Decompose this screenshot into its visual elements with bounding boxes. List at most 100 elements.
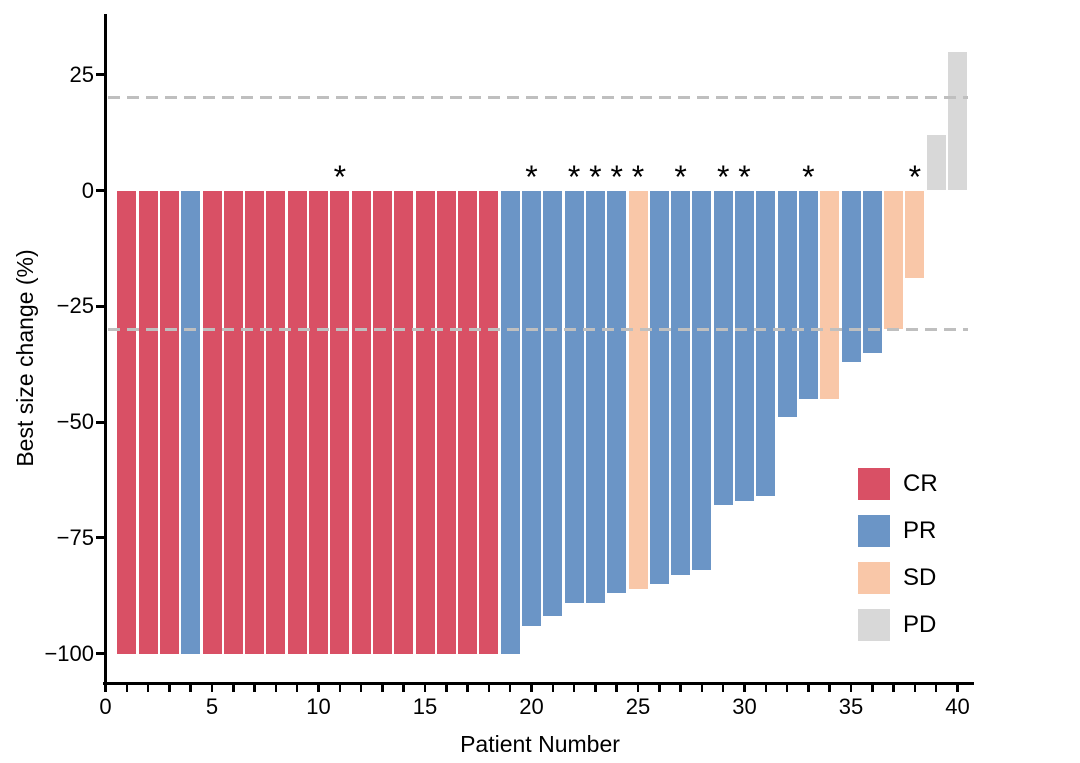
asterisk-patient-20: * [525,159,538,195]
y-tick [96,536,104,540]
bar-patient-13 [372,190,392,654]
bar-patient-14 [394,190,414,654]
x-tick-label: 10 [306,694,331,719]
y-tick-label: −25 [56,293,94,319]
bar-patient-37 [884,190,904,330]
bar-patient-30 [735,190,754,501]
bar-patient-28 [692,190,712,571]
x-tick [658,685,661,692]
x-tick [317,685,320,692]
asterisk-patient-23: * [589,159,602,195]
x-tick [828,685,831,692]
x-tick [508,685,512,692]
bar-patient-9 [287,190,307,654]
bar-patient-17 [458,190,478,654]
x-tick [743,685,746,692]
bar-patient-4 [181,190,201,654]
x-tick [807,685,810,692]
asterisk-patient-33: * [802,159,815,195]
x-tick [700,685,704,692]
x-tick [849,685,853,692]
x-tick [764,685,768,692]
x-tick-label: 0 [99,694,112,719]
x-tick [168,685,171,692]
x-tick [295,685,299,692]
bar-patient-15 [415,190,435,654]
x-tick-label: 15 [412,694,438,719]
bar-patient-7 [245,190,265,654]
bar-patient-3 [159,190,179,654]
asterisk-patient-11: * [333,159,347,195]
y-tick [96,420,104,424]
bar-patient-38 [905,190,925,279]
bar-patient-1 [117,190,137,654]
x-tick [466,685,469,692]
x-tick [359,685,363,692]
bar-patient-24 [607,190,627,594]
bar-patient-34 [820,190,840,399]
y-tick-label: −50 [56,409,94,434]
x-tick-label: 5 [205,694,219,719]
legend-label-cr: CR [903,470,938,497]
asterisk-patient-29: * [716,159,730,195]
x-tick [913,685,917,692]
x-tick [338,685,342,692]
y-tick-label: −100 [44,640,94,666]
x-tick-label: 35 [838,694,864,719]
reference-line-upper [108,96,968,100]
x-tick [892,685,895,692]
x-tick [530,685,533,692]
x-tick [636,685,640,692]
x-tick-label: 40 [945,694,970,719]
x-tick [274,685,278,692]
bar-patient-18 [479,190,499,654]
legend-swatch-sd [858,562,890,594]
x-tick [125,685,129,692]
bar-patient-39 [926,134,946,191]
legend-label-sd: SD [903,564,937,591]
x-tick [402,685,405,692]
x-tick [104,685,107,692]
bar-patient-16 [436,190,456,654]
x-tick-label: 20 [519,694,544,719]
bar-patient-40 [948,51,967,191]
bar-patient-10 [309,190,328,654]
x-tick [934,685,938,692]
y-tick-label: 25 [69,61,94,87]
x-axis-line [103,682,974,685]
x-tick-label: 30 [732,694,757,719]
bar-patient-21 [543,190,563,617]
bar-patient-8 [266,190,286,654]
x-tick [572,685,576,692]
bar-patient-19 [500,190,520,654]
x-tick [785,685,789,692]
x-tick [189,685,192,692]
bar-patient-32 [777,190,797,418]
asterisk-patient-38: * [908,159,922,195]
bar-patient-35 [841,190,861,362]
x-tick [871,685,874,692]
asterisk-patient-30: * [738,159,751,195]
bar-patient-6 [223,190,243,654]
asterisk-patient-22: * [567,159,581,195]
legend-swatch-pd [858,609,890,641]
x-tick [615,685,618,692]
legend-swatch-pr [858,515,890,547]
y-tick [96,189,104,192]
bar-patient-36 [862,190,882,353]
bar-patient-20 [522,190,541,626]
x-tick [551,685,555,692]
legend-swatch-cr [858,468,890,500]
bar-patient-12 [351,190,371,654]
asterisk-patient-24: * [610,159,623,195]
x-tick [210,685,214,692]
x-tick [721,685,725,692]
asterisk-patient-27: * [674,159,687,195]
x-tick [956,685,959,692]
y-tick-label: 0 [81,177,94,203]
bar-patient-31 [756,190,776,497]
x-tick [594,685,597,692]
reference-line-lower [108,327,968,331]
bar-patient-23 [585,190,605,603]
